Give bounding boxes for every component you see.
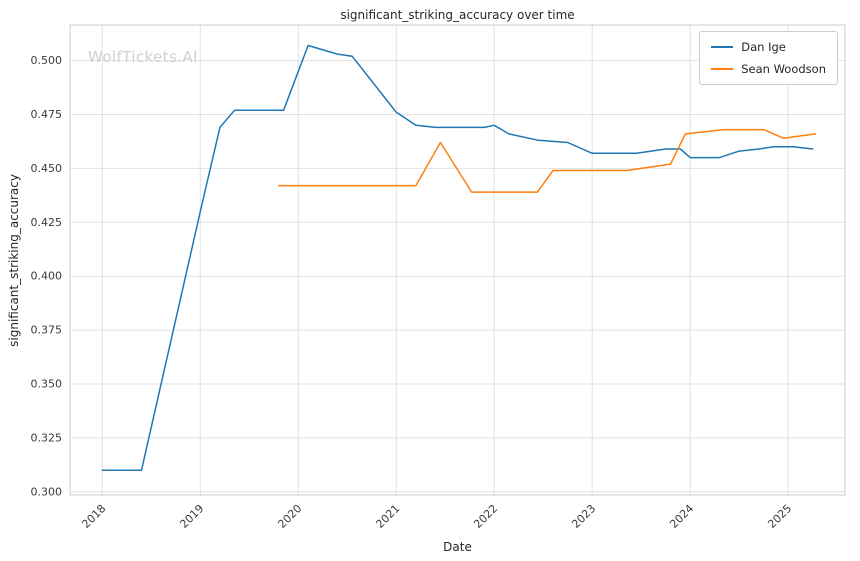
y-tick-label: 0.350 — [31, 378, 63, 391]
chart-title: significant_striking_accuracy over time — [340, 8, 575, 22]
x-tick-label: 2021 — [373, 502, 402, 531]
plot-border — [69, 24, 846, 496]
y-tick-label: 0.300 — [31, 485, 63, 498]
legend-label-dan-ige: Dan Ige — [741, 40, 786, 54]
series-line-dan-ige — [101, 44, 814, 471]
legend-item-sean-woodson: Sean Woodson — [711, 62, 826, 76]
legend-line-sample-sean-woodson — [711, 68, 734, 70]
series-line-sean-woodson — [277, 128, 817, 193]
y-axis-label-wrap: significant_striking_accuracy — [4, 25, 24, 495]
legend-item-dan-ige: Dan Ige — [711, 40, 826, 54]
x-tick-label: 2020 — [275, 502, 304, 531]
y-tick-label: 0.325 — [31, 431, 63, 444]
y-tick-label: 0.450 — [31, 162, 63, 175]
legend-label-sean-woodson: Sean Woodson — [741, 62, 826, 76]
y-tick-label: 0.500 — [31, 54, 63, 67]
x-tick-label: 2019 — [177, 502, 206, 531]
x-tick-label: 2025 — [765, 502, 794, 531]
x-tick-label: 2023 — [569, 502, 598, 531]
y-tick-label: 0.425 — [31, 216, 63, 229]
x-tick-label: 2018 — [79, 502, 108, 531]
legend: Dan Ige Sean Woodson — [699, 31, 838, 85]
y-tick-label: 0.400 — [31, 270, 63, 283]
y-axis-label: significant_striking_accuracy — [7, 173, 21, 347]
x-axis-label: Date — [443, 540, 472, 554]
x-tick-label: 2024 — [667, 502, 696, 531]
x-tick-label: 2022 — [471, 502, 500, 531]
plot-background — [70, 25, 845, 495]
watermark: WolfTickets.AI — [88, 48, 198, 66]
legend-line-sample-dan-ige — [711, 46, 734, 48]
y-tick-label: 0.375 — [31, 324, 63, 337]
y-tick-label: 0.475 — [31, 108, 63, 121]
